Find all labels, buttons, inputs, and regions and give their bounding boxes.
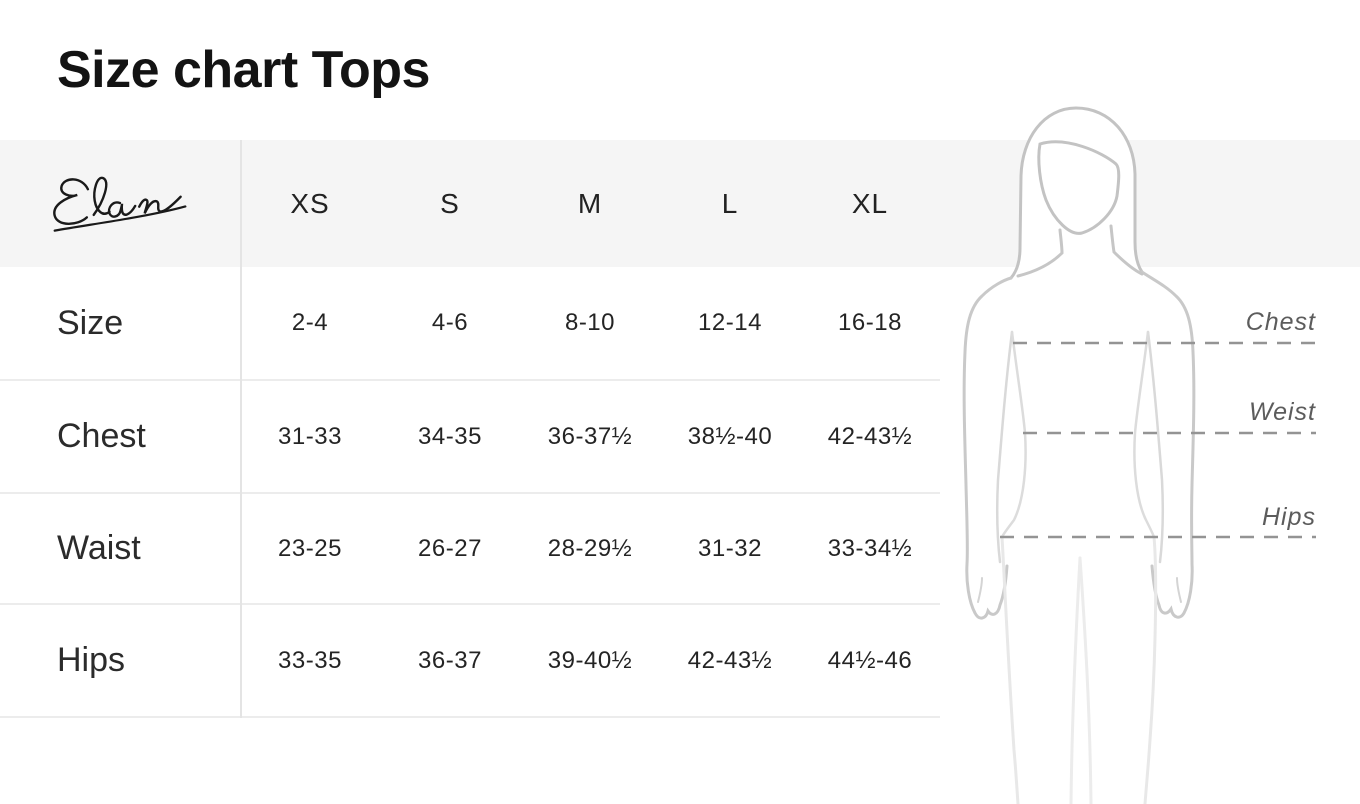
cell-size-s: 4-6: [431, 309, 469, 336]
cell-hips-l: 42-43½: [687, 646, 773, 674]
table-header-row: XS S M L XL: [0, 140, 940, 267]
column-header-xs: XS: [290, 187, 330, 219]
column-header-m: M: [577, 187, 603, 219]
column-header-l: L: [721, 187, 739, 219]
cell-hips-xs: 33-35: [278, 646, 342, 674]
cell-size-xs: 2-4: [291, 309, 329, 336]
table-row-waist: Waist 23-25 26-27 28-29½ 31-32 33-34½: [0, 494, 940, 605]
cell-waist-s: 26-27: [418, 534, 482, 562]
chest-measure-label: Chest: [1245, 308, 1316, 336]
cell-size-l: 12-14: [698, 309, 762, 336]
size-chart-table: XS S M L XL Size 2-4 4-6 8-10 12-14 16-1…: [0, 140, 940, 718]
table-row-size: Size 2-4 4-6 8-10 12-14 16-18: [0, 267, 940, 381]
cell-waist-xs: 23-25: [278, 534, 342, 562]
brand-logo-cell: [0, 140, 240, 267]
cell-chest-xl: 42-43½: [827, 422, 913, 450]
column-header-s: S: [440, 187, 460, 219]
hips-measure-label: Hips: [1261, 503, 1316, 531]
cell-size-xl: 16-18: [838, 309, 902, 336]
column-header-xl: XL: [851, 187, 889, 219]
cell-waist-m: 28-29½: [547, 534, 633, 562]
page-title: Size chart Tops: [57, 41, 430, 99]
cell-hips-s: 36-37: [418, 646, 482, 674]
cell-waist-l: 31-32: [698, 534, 762, 562]
row-label: Hips: [57, 641, 126, 679]
table-column-divider: [240, 140, 242, 718]
cell-chest-m: 36-37½: [547, 422, 633, 450]
table-row-chest: Chest 31-33 34-35 36-37½ 38½-40 42-43½: [0, 381, 940, 494]
cell-hips-xl: 44½-46: [827, 646, 913, 674]
row-label: Waist: [57, 529, 141, 567]
cell-hips-m: 39-40½: [547, 646, 633, 674]
woman-body-outline-icon: [962, 106, 1316, 804]
cell-waist-xl: 33-34½: [827, 534, 913, 562]
cell-chest-s: 34-35: [418, 422, 482, 450]
row-label: Chest: [57, 417, 146, 455]
elan-logo: [53, 176, 187, 232]
cell-chest-xs: 31-33: [278, 422, 342, 450]
row-label: Size: [57, 303, 124, 342]
waist-measure-label: Weist: [1248, 398, 1316, 426]
cell-size-m: 8-10: [564, 309, 616, 336]
table-row-hips: Hips 33-35 36-37 39-40½ 42-43½ 44½-46: [0, 605, 940, 718]
cell-chest-l: 38½-40: [687, 422, 773, 450]
